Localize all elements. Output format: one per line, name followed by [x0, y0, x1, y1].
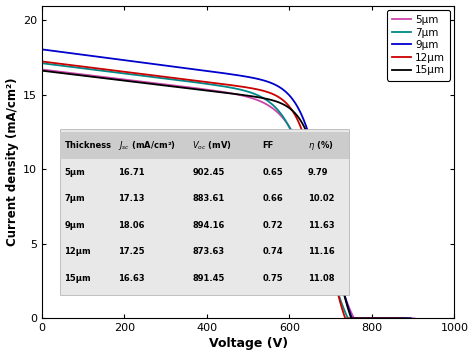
- Text: 16.71: 16.71: [118, 168, 145, 177]
- Line: 7μm: 7μm: [42, 63, 407, 318]
- 15μm: [348, 316, 354, 320]
- Text: 5μm: 5μm: [64, 168, 85, 177]
- 12μm: [39, 59, 45, 64]
- 7μm: [345, 316, 351, 320]
- Text: $\eta$ (%): $\eta$ (%): [308, 139, 334, 152]
- 15μm: [179, 85, 184, 90]
- Text: 9μm: 9μm: [64, 221, 85, 230]
- Text: 17.13: 17.13: [118, 194, 145, 203]
- 9μm: [167, 64, 173, 68]
- 9μm: [185, 66, 191, 70]
- Text: 0.74: 0.74: [263, 247, 283, 256]
- 9μm: [105, 56, 110, 60]
- 5μm: [324, 235, 330, 240]
- 9μm: [174, 65, 180, 69]
- Legend: 5μm, 7μm, 9μm, 12μm, 15μm: 5μm, 7μm, 9μm, 12μm, 15μm: [387, 10, 450, 80]
- Text: $V_{oc}$ (mV): $V_{oc}$ (mV): [192, 139, 232, 152]
- 15μm: [343, 299, 349, 303]
- Line: 9μm: 9μm: [42, 49, 411, 318]
- Text: 16.63: 16.63: [118, 274, 145, 283]
- 15μm: [52, 70, 58, 74]
- 5μm: [309, 179, 315, 184]
- Text: 891.45: 891.45: [192, 274, 225, 283]
- 7μm: [39, 61, 45, 66]
- 12μm: [106, 68, 112, 72]
- Text: 0.65: 0.65: [263, 168, 283, 177]
- 7μm: [358, 316, 364, 320]
- 12μm: [92, 66, 98, 70]
- Text: 873.63: 873.63: [192, 247, 225, 256]
- 12μm: [102, 67, 108, 72]
- 15μm: [407, 316, 413, 320]
- FancyBboxPatch shape: [60, 132, 349, 159]
- 7μm: [380, 316, 386, 320]
- 5μm: [182, 85, 188, 89]
- Line: 12μm: 12μm: [42, 62, 403, 318]
- 5μm: [351, 316, 357, 320]
- 5μm: [172, 83, 177, 88]
- Text: 12μm: 12μm: [64, 247, 91, 256]
- Line: 15μm: 15μm: [42, 70, 410, 318]
- 15μm: [39, 68, 45, 73]
- Text: $J_{sc}$ (mA/cm²): $J_{sc}$ (mA/cm²): [118, 139, 176, 152]
- 12μm: [82, 65, 88, 69]
- 15μm: [163, 83, 169, 88]
- Text: 15μm: 15μm: [64, 274, 91, 283]
- 9μm: [100, 55, 105, 59]
- Text: 0.75: 0.75: [263, 274, 283, 283]
- Text: 902.45: 902.45: [192, 168, 225, 177]
- 15μm: [207, 89, 213, 93]
- Text: 11.16: 11.16: [308, 247, 335, 256]
- Text: FF: FF: [263, 141, 274, 150]
- 12μm: [400, 316, 406, 320]
- 12μm: [342, 316, 348, 320]
- 9μm: [296, 107, 301, 111]
- Text: 0.66: 0.66: [263, 194, 283, 203]
- 9μm: [408, 316, 414, 320]
- 7μm: [404, 316, 410, 320]
- 7μm: [277, 111, 283, 115]
- 7μm: [68, 65, 73, 69]
- 15μm: [365, 316, 370, 320]
- Text: 17.25: 17.25: [118, 247, 145, 256]
- Text: 7μm: 7μm: [64, 194, 85, 203]
- Text: 11.08: 11.08: [308, 274, 335, 283]
- Text: 9.79: 9.79: [308, 168, 328, 177]
- Y-axis label: Current density (mA/cm²): Current density (mA/cm²): [6, 78, 18, 246]
- 5μm: [343, 297, 348, 301]
- Text: 883.61: 883.61: [192, 194, 225, 203]
- 5μm: [412, 316, 418, 320]
- Text: 10.02: 10.02: [308, 194, 335, 203]
- Text: 0.72: 0.72: [263, 221, 283, 230]
- Text: 894.16: 894.16: [192, 221, 225, 230]
- Line: 5μm: 5μm: [42, 69, 415, 318]
- 7μm: [399, 316, 404, 320]
- 5μm: [201, 87, 207, 91]
- 5μm: [39, 67, 45, 72]
- 9μm: [39, 47, 45, 52]
- 12μm: [381, 316, 386, 320]
- FancyBboxPatch shape: [60, 129, 349, 295]
- Text: 18.06: 18.06: [118, 221, 145, 230]
- 12μm: [250, 87, 256, 91]
- 7μm: [48, 62, 54, 67]
- X-axis label: Voltage (V): Voltage (V): [209, 337, 288, 350]
- Text: Thickness: Thickness: [64, 141, 111, 150]
- 9μm: [349, 316, 355, 320]
- Text: 11.63: 11.63: [308, 221, 335, 230]
